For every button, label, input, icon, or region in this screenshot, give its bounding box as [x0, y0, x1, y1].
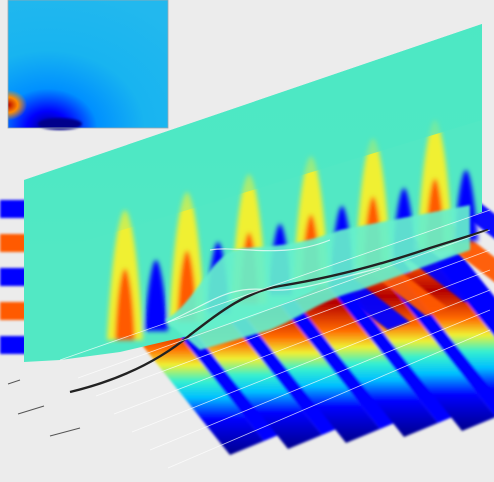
left-edge-band: [0, 200, 26, 218]
ramp-edge-line-2: [167, 267, 381, 323]
ramp-body: [165, 205, 470, 350]
grid-line: [131, 289, 491, 433]
axis-tick: [7, 379, 21, 385]
grid-line: [167, 329, 491, 469]
inset-panel: [7, 0, 169, 130]
wall-trough: [144, 260, 168, 331]
left-edge-band: [0, 234, 26, 252]
ramp-edge-line: [209, 239, 331, 252]
wall-upper-fade: [24, 24, 482, 260]
axis-tick: [49, 427, 81, 437]
left-edge-band: [0, 336, 26, 354]
grid-line: [77, 229, 491, 379]
left-edge-band: [0, 268, 26, 286]
floor-grid: [59, 209, 491, 469]
inset-border: [7, 0, 169, 129]
inset-dark-spot: [38, 118, 82, 130]
grid-line: [59, 209, 491, 361]
grid-line: [113, 269, 491, 415]
inset-hotspot: [8, 0, 168, 128]
left-edge-band: [0, 302, 26, 320]
grid-line: [95, 249, 491, 397]
axis-ticks: [7, 379, 81, 437]
trajectory-curve: [69, 228, 489, 394]
floor-stripe: [284, 273, 438, 437]
grid-line: [149, 309, 491, 451]
wall-peak-core: [115, 268, 135, 340]
axis-tick: [17, 405, 45, 415]
ramp-surface: [165, 205, 470, 350]
